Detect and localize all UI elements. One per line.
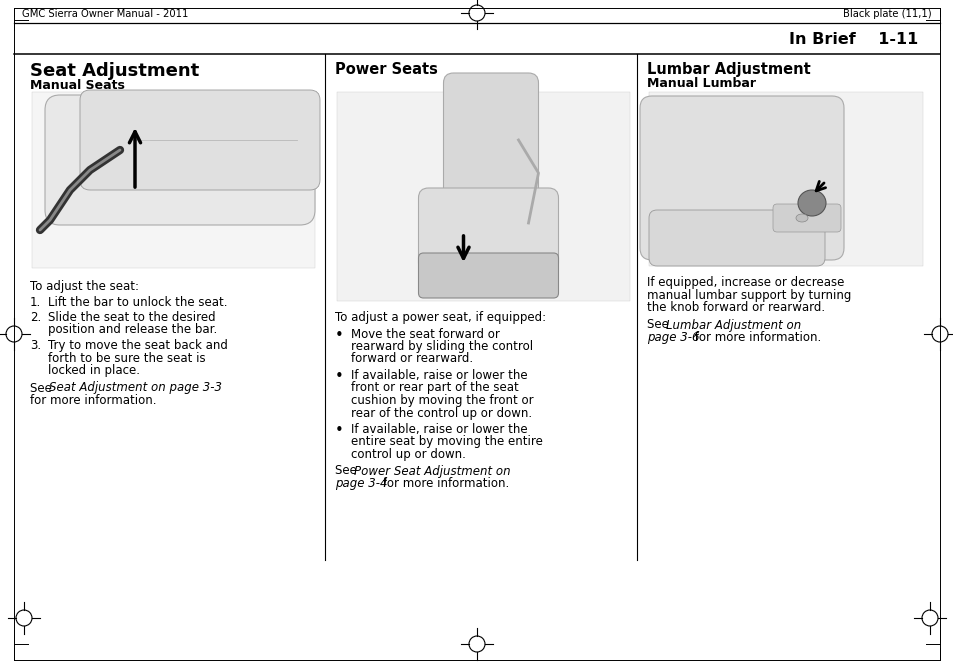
Text: Slide the seat to the desired: Slide the seat to the desired	[48, 311, 215, 324]
Text: Lumbar Adjustment on: Lumbar Adjustment on	[665, 319, 801, 331]
Text: locked in place.: locked in place.	[48, 364, 140, 377]
Text: front or rear part of the seat: front or rear part of the seat	[351, 381, 518, 395]
Text: the knob forward or rearward.: the knob forward or rearward.	[646, 301, 824, 314]
Text: forward or rearward.: forward or rearward.	[351, 353, 473, 365]
Text: •: •	[335, 327, 343, 343]
Ellipse shape	[797, 190, 825, 216]
Bar	[30, 90, 316, 270]
Text: Seat Adjustment: Seat Adjustment	[30, 62, 199, 80]
Text: for more information.: for more information.	[378, 477, 509, 490]
Text: 3.: 3.	[30, 339, 41, 352]
Text: page 3-6: page 3-6	[646, 331, 699, 344]
Text: rear of the control up or down.: rear of the control up or down.	[351, 407, 532, 420]
Text: •: •	[335, 423, 343, 438]
Text: Power Seat Adjustment on: Power Seat Adjustment on	[354, 464, 510, 478]
Bar	[32, 92, 314, 268]
Text: cushion by moving the front or: cushion by moving the front or	[351, 394, 533, 407]
FancyBboxPatch shape	[639, 96, 843, 260]
Text: control up or down.: control up or down.	[351, 448, 465, 461]
Text: See: See	[646, 319, 672, 331]
Text: See: See	[30, 381, 55, 395]
FancyBboxPatch shape	[648, 210, 824, 266]
Text: If available, raise or lower the: If available, raise or lower the	[351, 423, 527, 436]
Text: Manual Seats: Manual Seats	[30, 79, 125, 92]
FancyBboxPatch shape	[418, 188, 558, 273]
Text: Try to move the seat back and: Try to move the seat back and	[48, 339, 228, 352]
FancyBboxPatch shape	[80, 90, 319, 190]
Bar	[336, 92, 629, 301]
Text: Seat Adjustment on page 3-3: Seat Adjustment on page 3-3	[49, 381, 222, 395]
Bar	[335, 90, 631, 303]
Text: Lift the bar to unlock the seat.: Lift the bar to unlock the seat.	[48, 295, 227, 309]
FancyBboxPatch shape	[45, 95, 314, 225]
FancyBboxPatch shape	[772, 204, 841, 232]
Text: Manual Lumbar: Manual Lumbar	[646, 77, 755, 90]
Text: To adjust a power seat, if equipped:: To adjust a power seat, if equipped:	[335, 311, 545, 324]
Text: Black plate (11,1): Black plate (11,1)	[842, 9, 931, 19]
Text: for more information.: for more information.	[690, 331, 821, 344]
Text: If equipped, increase or decrease: If equipped, increase or decrease	[646, 276, 843, 289]
Text: To adjust the seat:: To adjust the seat:	[30, 280, 139, 293]
Text: manual lumbar support by turning: manual lumbar support by turning	[646, 289, 850, 301]
Text: GMC Sierra Owner Manual - 2011: GMC Sierra Owner Manual - 2011	[22, 9, 188, 19]
Bar	[646, 90, 924, 268]
Text: In Brief    1-11: In Brief 1-11	[788, 32, 917, 47]
Text: •: •	[335, 369, 343, 384]
Text: forth to be sure the seat is: forth to be sure the seat is	[48, 351, 206, 365]
FancyBboxPatch shape	[443, 73, 537, 223]
Text: See: See	[335, 464, 360, 478]
Bar	[648, 92, 923, 266]
Text: 2.: 2.	[30, 311, 41, 324]
Text: position and release the bar.: position and release the bar.	[48, 323, 217, 337]
Text: 1.: 1.	[30, 295, 41, 309]
FancyBboxPatch shape	[418, 253, 558, 298]
Text: Power Seats: Power Seats	[335, 62, 437, 77]
Text: Move the seat forward or: Move the seat forward or	[351, 327, 499, 341]
Text: If available, raise or lower the: If available, raise or lower the	[351, 369, 527, 382]
Text: Lumbar Adjustment: Lumbar Adjustment	[646, 62, 810, 77]
Text: for more information.: for more information.	[30, 394, 156, 407]
Text: entire seat by moving the entire: entire seat by moving the entire	[351, 436, 542, 448]
Text: page 3-4: page 3-4	[335, 477, 387, 490]
FancyBboxPatch shape	[460, 107, 531, 178]
Ellipse shape	[795, 214, 807, 222]
Text: rearward by sliding the control: rearward by sliding the control	[351, 340, 533, 353]
